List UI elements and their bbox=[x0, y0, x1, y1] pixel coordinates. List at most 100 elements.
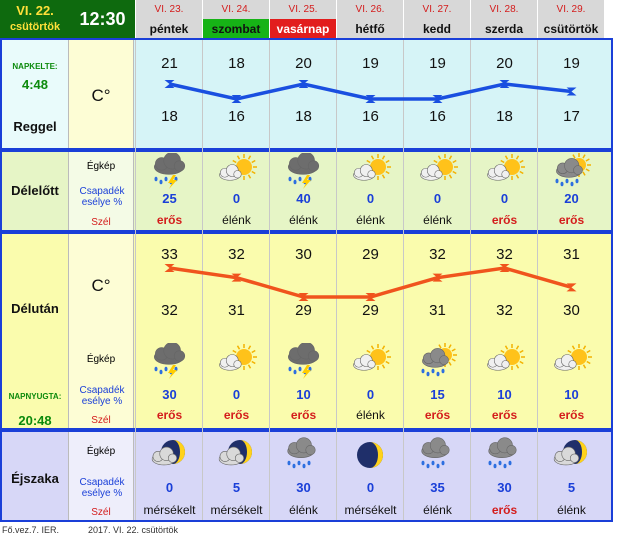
delutan-point bbox=[298, 293, 309, 301]
ejszaka-precip: 30 bbox=[296, 479, 311, 495]
delutan-csap-label: Csapadék esélye % bbox=[79, 385, 125, 407]
sunny-icon bbox=[482, 153, 528, 189]
sunny-icon bbox=[348, 343, 394, 379]
delutan-precip: 15 bbox=[430, 386, 445, 402]
ejszaka-wind: élénk bbox=[557, 503, 586, 517]
delelott-szel-label: Szél bbox=[91, 216, 111, 228]
sunrise-time: 4:48 bbox=[21, 76, 49, 92]
ejszaka-szel-label: Szél bbox=[91, 506, 111, 518]
ejszaka-wind: mérsékelt bbox=[210, 503, 263, 517]
reggel-point bbox=[499, 80, 510, 88]
delutan-precip: 30 bbox=[162, 386, 177, 402]
thunderstorm-icon bbox=[147, 152, 193, 189]
delelott-wind: élénk bbox=[289, 213, 318, 227]
sunrise-label: NAPKELTE: bbox=[12, 61, 58, 71]
ejszaka-precip: 30 bbox=[497, 479, 512, 495]
delutan-wind: erős bbox=[290, 408, 317, 422]
rain-shower-icon bbox=[549, 153, 595, 189]
delelott-title: Délelőtt bbox=[11, 182, 59, 198]
reggel-unit-col bbox=[68, 40, 134, 148]
delelott-precip: 0 bbox=[433, 190, 442, 206]
delutan-precip: 10 bbox=[296, 386, 311, 402]
day-name: szerda bbox=[471, 19, 537, 38]
header-date: VI. 22. bbox=[16, 2, 54, 18]
day-name: péntek bbox=[136, 19, 202, 38]
ejszaka-wind: mérsékelt bbox=[344, 503, 397, 517]
sunny-icon bbox=[214, 343, 260, 379]
moon-cloud-icon bbox=[214, 437, 260, 473]
thunderstorm-icon bbox=[281, 342, 327, 379]
delutan-low: 29 bbox=[362, 301, 379, 319]
delutan-wind: erős bbox=[424, 408, 451, 422]
ejszaka-precip: 5 bbox=[232, 479, 241, 495]
delelott-egkep-label: Égkép bbox=[86, 160, 116, 172]
header-date-box: VI. 22. csütörtök bbox=[0, 0, 70, 38]
delutan-line bbox=[169, 266, 572, 299]
column-divider bbox=[403, 40, 404, 520]
reggel-high: 20 bbox=[295, 54, 312, 72]
ejszaka-sub-col bbox=[68, 432, 134, 520]
column-divider bbox=[202, 40, 203, 520]
delutan-precip: 0 bbox=[232, 386, 241, 402]
column-divider bbox=[135, 40, 136, 520]
reggel-low: 16 bbox=[362, 107, 379, 125]
delelott-precip: 25 bbox=[162, 190, 177, 206]
moon-cloud-icon bbox=[549, 437, 595, 473]
delelott-wind: élénk bbox=[356, 213, 385, 227]
sunset-label: NAPNYUGTA: bbox=[8, 391, 62, 401]
thunderstorm-icon bbox=[281, 152, 327, 189]
sunny-icon bbox=[549, 343, 595, 379]
delutan-low: 32 bbox=[161, 301, 178, 319]
delutan-point bbox=[566, 283, 577, 292]
delutan-high: 31 bbox=[563, 245, 580, 263]
delutan-high: 32 bbox=[496, 245, 513, 263]
header-time: 12:30 bbox=[70, 0, 135, 38]
delutan-sub-col bbox=[68, 234, 134, 428]
delutan-point bbox=[499, 264, 510, 272]
reggel-label-col bbox=[2, 40, 68, 148]
thunderstorm-icon bbox=[147, 342, 193, 379]
day-name: hétfő bbox=[337, 19, 403, 38]
moon-cloud-icon bbox=[147, 437, 193, 473]
delutan-wind: erős bbox=[491, 408, 518, 422]
sunset-time: 20:48 bbox=[18, 412, 52, 428]
reggel-high: 18 bbox=[228, 54, 245, 72]
day-date: VI. 28. bbox=[471, 0, 537, 19]
delutan-low: 32 bbox=[496, 301, 513, 319]
night-rain-icon bbox=[482, 437, 528, 473]
day-name: csütörtök bbox=[538, 19, 604, 38]
delutan-low: 31 bbox=[228, 301, 245, 319]
ejszaka-wind: élénk bbox=[423, 503, 452, 517]
reggel-low: 18 bbox=[496, 107, 513, 125]
delelott-precip: 0 bbox=[232, 190, 241, 206]
reggel-point bbox=[566, 87, 577, 96]
ejszaka-wind: mérsékelt bbox=[143, 503, 196, 517]
delelott-wind: erős bbox=[558, 213, 585, 227]
delutan-low: 29 bbox=[295, 301, 312, 319]
delutan-point bbox=[365, 293, 376, 301]
delelott-precip: 20 bbox=[564, 190, 579, 206]
delelott-sub-col bbox=[68, 152, 134, 230]
ejszaka-egkep-label: Égkép bbox=[86, 445, 116, 457]
ejszaka-wind: élénk bbox=[289, 503, 318, 517]
delutan-szel-label: Szél bbox=[91, 414, 111, 426]
reggel-high: 19 bbox=[429, 54, 446, 72]
column-divider bbox=[470, 40, 471, 520]
day-name: szombat bbox=[203, 19, 269, 38]
delutan-egkep-label: Égkép bbox=[86, 353, 116, 365]
ejszaka-precip: 0 bbox=[165, 479, 174, 495]
delelott-precip: 0 bbox=[500, 190, 509, 206]
reggel-high: 19 bbox=[362, 54, 379, 72]
ejszaka-wind: erős bbox=[491, 503, 518, 517]
rain-shower-icon bbox=[415, 343, 461, 379]
column-divider bbox=[269, 40, 270, 520]
day-name: kedd bbox=[404, 19, 470, 38]
delelott-wind: erős bbox=[491, 213, 518, 227]
sunny-icon bbox=[415, 153, 461, 189]
delelott-wind: erős bbox=[156, 213, 183, 227]
moon-icon bbox=[348, 437, 394, 473]
delutan-precip: 10 bbox=[564, 386, 579, 402]
day-date: VI. 27. bbox=[404, 0, 470, 19]
reggel-low: 18 bbox=[295, 107, 312, 125]
